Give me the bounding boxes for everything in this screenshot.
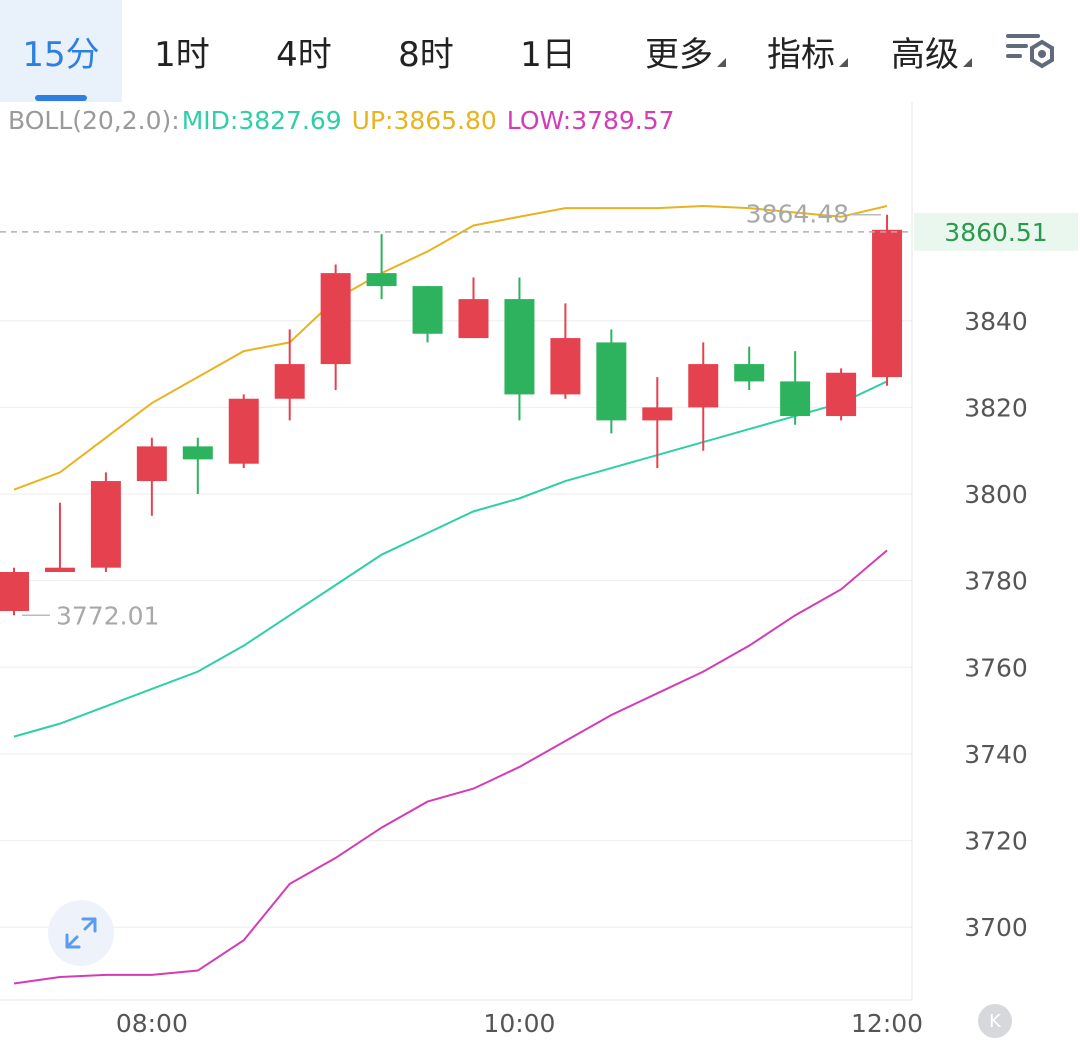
y-tick-label: 3800: [964, 480, 1028, 509]
tab-label: 指标: [767, 34, 835, 75]
candle-body: [412, 286, 443, 334]
low-price-label: 3772.01: [56, 601, 159, 630]
candle-body: [688, 364, 719, 408]
candle-body: [182, 446, 213, 460]
candle-body: [320, 273, 351, 365]
candle-body: [0, 572, 29, 611]
boll-mid-line: [13, 380, 888, 738]
k-letter-icon: K: [989, 1010, 1001, 1032]
tab-label: 高级: [891, 34, 959, 75]
tab-4h[interactable]: 4时: [244, 0, 364, 102]
candle-body: [642, 407, 673, 421]
tab-8h[interactable]: 8时: [366, 0, 486, 102]
tab-more[interactable]: 更多: [626, 0, 732, 102]
x-tick-label: 10:00: [483, 1009, 555, 1038]
dropdown-triangle-icon: [839, 58, 848, 67]
tab-1h[interactable]: 1时: [122, 0, 242, 102]
boll-legend-up: UP:3865.80: [351, 106, 497, 135]
active-tab-indicator: [35, 95, 87, 101]
candle-body: [458, 299, 489, 339]
boll-legend-name: BOLL(20,2.0):: [8, 106, 180, 135]
tab-15min[interactable]: 15分: [0, 0, 122, 102]
candlestick-chart[interactable]: 3700 3720 3740 3760 3780 3800 3820 3840 08:00 10:…: [0, 102, 1080, 1050]
timeframe-tabbar: 15分 1时 4时 8时 1日 更多 指标 高级: [0, 0, 1080, 102]
last-price-tag: [914, 212, 1078, 251]
dropdown-triangle-icon: [717, 58, 726, 67]
tab-indicators[interactable]: 指标: [748, 0, 854, 102]
candle-body: [550, 338, 581, 395]
candle-body: [596, 342, 627, 421]
y-tick-label: 3740: [964, 740, 1028, 769]
candle-body: [274, 364, 305, 399]
candle-body: [826, 372, 857, 417]
kline-toggle-button[interactable]: K: [978, 1004, 1012, 1038]
boll-legend: BOLL(20,2.0):MID:3827.69 UP:3865.80 LOW:…: [8, 106, 677, 135]
candle-body: [872, 229, 903, 378]
candle-body: [780, 381, 811, 417]
chart-settings-button[interactable]: [1000, 28, 1060, 74]
candle-body: [44, 567, 75, 573]
boll-legend-mid: MID:3827.69: [181, 106, 342, 135]
y-tick-label: 3840: [964, 307, 1028, 336]
y-tick-label: 3720: [964, 827, 1028, 856]
tab-label: 1时: [154, 34, 210, 75]
tab-label: 更多: [645, 34, 713, 75]
tab-label: 4时: [276, 34, 332, 75]
boll-lower-line: [13, 549, 888, 985]
candle-body: [136, 446, 167, 482]
boll-upper-line: [13, 204, 888, 491]
boll-legend-low: LOW:3789.57: [506, 106, 675, 135]
candle-body: [366, 273, 397, 287]
expand-arrows-icon: [65, 917, 97, 949]
tab-1d[interactable]: 1日: [488, 0, 608, 102]
dropdown-triangle-icon: [963, 58, 972, 67]
x-tick-label: 08:00: [116, 1009, 188, 1038]
candle-body: [734, 364, 765, 382]
candle-body: [90, 481, 121, 568]
x-tick-label: 12:00: [851, 1009, 923, 1038]
chart-settings-icon: [1006, 34, 1054, 69]
y-tick-label: 3700: [964, 913, 1028, 942]
y-tick-label: 3820: [964, 393, 1028, 422]
candle-body: [504, 299, 535, 395]
tab-label: 1日: [520, 34, 576, 75]
tab-advanced[interactable]: 高级: [872, 0, 978, 102]
y-tick-label: 3760: [964, 653, 1028, 682]
tab-label: 15分: [22, 34, 100, 75]
tab-label: 8时: [398, 34, 454, 75]
y-tick-label: 3780: [964, 567, 1028, 596]
expand-chart-button[interactable]: [48, 900, 114, 966]
candle-body: [228, 398, 259, 464]
last-price-label: 3860.51: [944, 218, 1047, 247]
high-price-label: 3864.48: [746, 200, 849, 229]
